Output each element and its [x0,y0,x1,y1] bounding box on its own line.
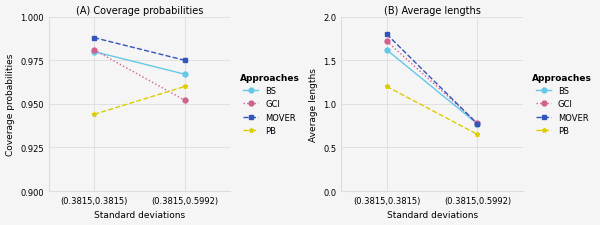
BS [474,123,481,126]
MOVER [383,34,391,36]
PB [91,113,98,116]
BS [181,74,188,76]
Legend: BS, GCI, MOVER, PB: BS, GCI, MOVER, PB [530,72,594,137]
PB [383,86,391,88]
X-axis label: Standard deviations: Standard deviations [94,211,185,219]
X-axis label: Standard deviations: Standard deviations [386,211,478,219]
Y-axis label: Average lengths: Average lengths [309,68,318,141]
Legend: BS, GCI, MOVER, PB: BS, GCI, MOVER, PB [238,72,301,137]
PB [181,86,188,88]
Title: (A) Coverage probabilities: (A) Coverage probabilities [76,6,203,16]
Y-axis label: Coverage probabilities: Coverage probabilities [5,54,14,155]
Line: MOVER: MOVER [384,33,480,127]
Line: GCI: GCI [384,40,480,126]
GCI [474,122,481,125]
Line: BS: BS [92,50,187,77]
Line: MOVER: MOVER [92,36,187,63]
PB [474,133,481,136]
Line: GCI: GCI [92,48,187,103]
BS [383,49,391,52]
MOVER [474,123,481,126]
Line: BS: BS [384,48,480,127]
MOVER [91,37,98,40]
Line: PB: PB [384,85,480,137]
MOVER [181,60,188,62]
GCI [383,40,391,43]
Line: PB: PB [92,85,187,117]
Title: (B) Average lengths: (B) Average lengths [383,6,481,16]
GCI [91,49,98,52]
GCI [181,100,188,102]
BS [91,51,98,54]
